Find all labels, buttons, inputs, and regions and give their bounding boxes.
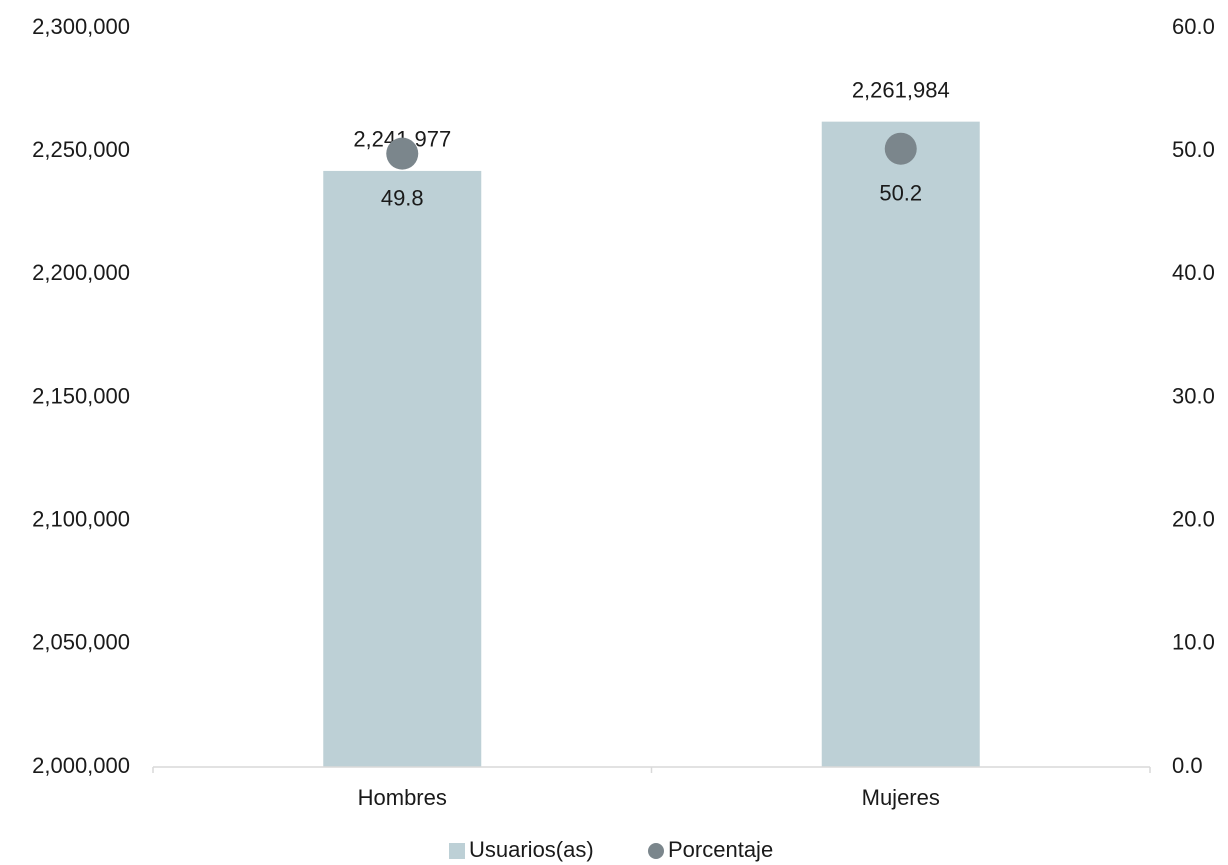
bar: [821, 121, 980, 768]
legend-swatch-usuarios: [449, 843, 465, 859]
left-tick-label: 2,200,000: [32, 260, 130, 285]
x-axis: [152, 766, 1151, 773]
category-label: Hombres: [358, 785, 447, 810]
bar-value-label: 2,261,984: [852, 77, 950, 102]
left-tick-label: 2,100,000: [32, 506, 130, 531]
right-tick-label: 40.0: [1172, 260, 1215, 285]
point-series: 49.8 50.2: [381, 132, 922, 210]
left-tick-label: 2,150,000: [32, 383, 130, 408]
bar: [323, 170, 482, 767]
legend-label-porcentaje: Porcentaje: [668, 837, 773, 862]
legend-label-usuarios: Usuarios(as): [469, 837, 594, 862]
left-tick-label: 2,250,000: [32, 137, 130, 162]
right-tick-label: 0.0: [1172, 753, 1203, 778]
right-tick-label: 60.0: [1172, 14, 1215, 39]
right-tick-label: 20.0: [1172, 506, 1215, 531]
percent-point: [884, 132, 917, 165]
left-axis: 2,000,000 2,050,000 2,100,000 2,150,000 2,20…: [32, 14, 130, 778]
left-tick-label: 2,050,000: [32, 630, 130, 655]
left-tick-label: 2,000,000: [32, 753, 130, 778]
right-tick-label: 30.0: [1172, 383, 1215, 408]
bar-series: 2,241,9772,261,984: [323, 77, 980, 768]
percent-point: [386, 137, 419, 170]
legend[interactable]: Usuarios(as) Porcentaje: [449, 837, 773, 862]
right-axis: 0.0 10.0 20.0 30.0 40.0 50.0 60.0: [1172, 14, 1215, 778]
category-label: Mujeres: [862, 785, 940, 810]
percent-value-label: 49.8: [381, 185, 424, 210]
right-tick-label: 50.0: [1172, 137, 1215, 162]
right-tick-label: 10.0: [1172, 630, 1215, 655]
category-labels: Hombres Mujeres: [358, 785, 940, 810]
legend-swatch-porcentaje: [648, 843, 664, 859]
percent-value-label: 50.2: [879, 181, 922, 206]
left-tick-label: 2,300,000: [32, 14, 130, 39]
